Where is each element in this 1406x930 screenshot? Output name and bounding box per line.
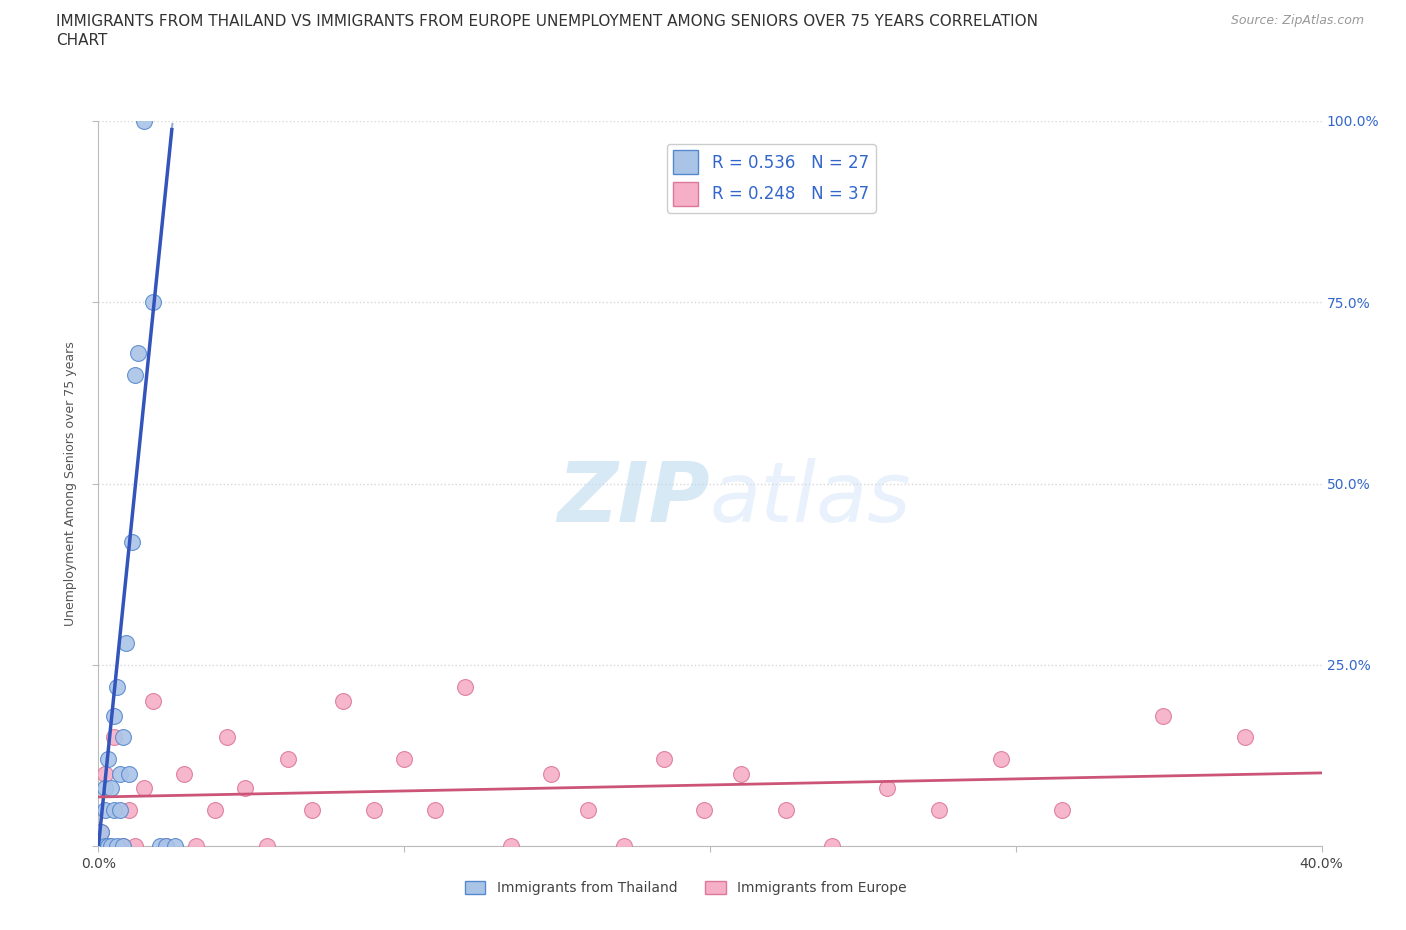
Point (118, 766, 141, 781)
Point (363, 803, 385, 817)
Point (775, 803, 797, 817)
Point (163, 839, 186, 854)
Point (134, 781, 156, 796)
Point (277, 751, 299, 766)
Point (124, 367, 146, 382)
Point (1152, 709, 1174, 724)
Point (90, 839, 112, 854)
Point (501, 839, 523, 854)
Point (928, 803, 950, 817)
Point (111, 839, 134, 854)
Point (111, 730, 134, 745)
Text: CHART: CHART (56, 33, 108, 47)
Point (100, 839, 122, 854)
Point (204, 803, 226, 817)
Point (613, 839, 636, 854)
Point (256, 839, 278, 854)
Point (155, 839, 177, 854)
Point (93, 803, 115, 817)
Point (652, 751, 675, 766)
Point (392, 751, 416, 766)
Point (103, 803, 125, 817)
Legend: Immigrants from Thailand, Immigrants from Europe: Immigrants from Thailand, Immigrants fro… (458, 876, 912, 901)
Point (105, 679, 128, 694)
Point (540, 766, 562, 781)
Point (730, 766, 752, 781)
Point (97, 839, 120, 854)
Point (90, 824, 112, 839)
Text: Source: ZipAtlas.com: Source: ZipAtlas.com (1230, 14, 1364, 27)
Point (142, 295, 165, 310)
Point (127, 346, 149, 361)
Point (301, 803, 323, 817)
Point (103, 709, 125, 724)
Point (108, 803, 131, 817)
Point (111, 839, 134, 854)
Point (121, 534, 143, 549)
Point (1234, 730, 1257, 745)
Point (118, 803, 141, 817)
Point (155, 839, 177, 854)
Text: ZIP: ZIP (557, 458, 710, 538)
Point (454, 679, 477, 694)
Point (124, 839, 146, 854)
Point (142, 694, 165, 709)
Point (990, 751, 1012, 766)
Point (576, 803, 599, 817)
Point (134, 113, 156, 128)
Point (876, 781, 898, 796)
Text: IMMIGRANTS FROM THAILAND VS IMMIGRANTS FROM EUROPE UNEMPLOYMENT AMONG SENIORS OV: IMMIGRANTS FROM THAILAND VS IMMIGRANTS F… (56, 14, 1038, 29)
Point (93, 839, 115, 854)
Point (97, 751, 120, 766)
Point (115, 636, 138, 651)
Point (821, 839, 844, 854)
Point (173, 766, 195, 781)
Point (100, 781, 122, 796)
Point (1050, 803, 1073, 817)
Point (693, 803, 716, 817)
Point (423, 803, 446, 817)
Point (90, 824, 112, 839)
Point (215, 730, 238, 745)
Point (332, 694, 354, 709)
Y-axis label: Unemployment Among Seniors over 75 years: Unemployment Among Seniors over 75 years (63, 341, 77, 626)
Point (108, 766, 131, 781)
Point (93, 766, 115, 781)
Point (149, 839, 172, 854)
Point (103, 730, 125, 745)
Point (93, 781, 115, 796)
Point (105, 839, 128, 854)
Point (233, 781, 256, 796)
Text: atlas: atlas (710, 458, 911, 538)
Point (186, 839, 208, 854)
